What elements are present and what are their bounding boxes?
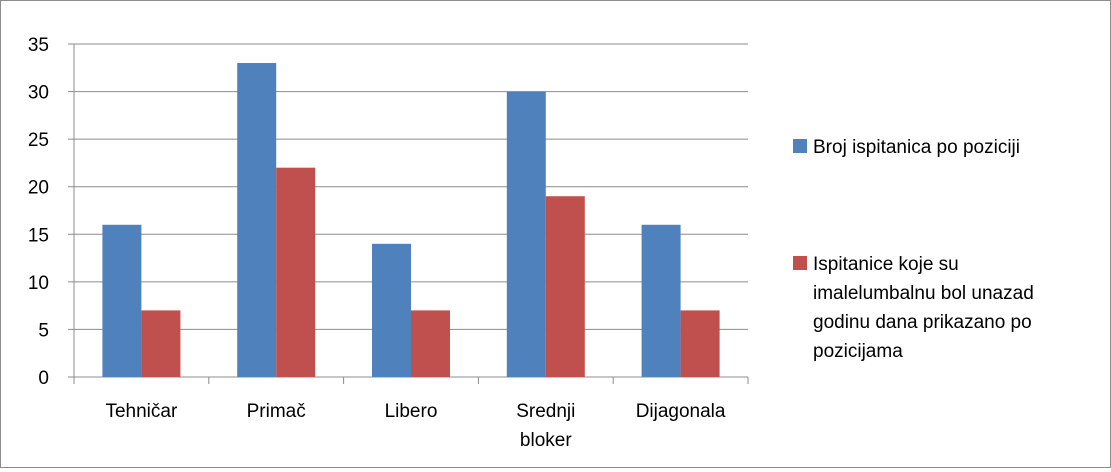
x-tick-label: Dijagonala — [636, 401, 726, 422]
legend-label-1: imalelumbalnu bol unazad — [813, 283, 1034, 304]
x-tick-label: Primač — [247, 401, 306, 422]
y-tick-label: 20 — [28, 178, 49, 199]
bars — [102, 63, 720, 378]
legend-label-1: Ispitanice koje su — [813, 254, 959, 275]
bar-lumbalna-bol-0 — [141, 310, 181, 377]
legend-label-1: pozicijama — [813, 341, 903, 362]
legend-label-1: godinu dana prikazano po — [813, 312, 1032, 333]
x-tick-label: Libero — [385, 401, 438, 422]
legend-label-0: Broj ispitanica po poziciji — [813, 137, 1020, 158]
bar-lumbalna-bol-2 — [411, 310, 450, 377]
gridlines — [74, 43, 748, 330]
bar-broj-ispitanica-2 — [372, 243, 411, 377]
bar-broj-ispitanica-1 — [237, 63, 277, 378]
bar-lumbalna-bol-3 — [545, 196, 585, 377]
x-tick-label: Tehničar — [105, 401, 177, 422]
y-tick-label: 10 — [28, 273, 49, 294]
bar-broj-ispitanica-4 — [641, 224, 681, 377]
bar-lumbalna-bol-1 — [276, 167, 316, 377]
y-tick-labels: 0 5 10 15 20 25 30 35 — [28, 35, 49, 389]
y-tick-label: 25 — [28, 130, 49, 151]
y-tick-label: 30 — [28, 83, 49, 104]
legend-swatch-0 — [793, 139, 807, 153]
bar-broj-ispitanica-0 — [102, 224, 142, 377]
bar-lumbalna-bol-4 — [680, 310, 720, 377]
x-tick-labels: Tehničar Primač Libero Srednji bloker Dijagon… — [105, 401, 725, 451]
y-tick-label: 5 — [38, 320, 49, 341]
y-tick-label: 0 — [38, 368, 49, 389]
legend: Broj ispitanica po poziciji Ispitanice ko… — [793, 137, 1034, 362]
x-tick-label: bloker — [520, 430, 572, 451]
legend-swatch-1 — [793, 256, 807, 270]
y-tick-label: 15 — [28, 225, 49, 246]
y-tick-label: 35 — [28, 35, 49, 56]
x-tick-label: Srednji — [516, 401, 575, 422]
bar-broj-ispitanica-3 — [506, 91, 546, 378]
